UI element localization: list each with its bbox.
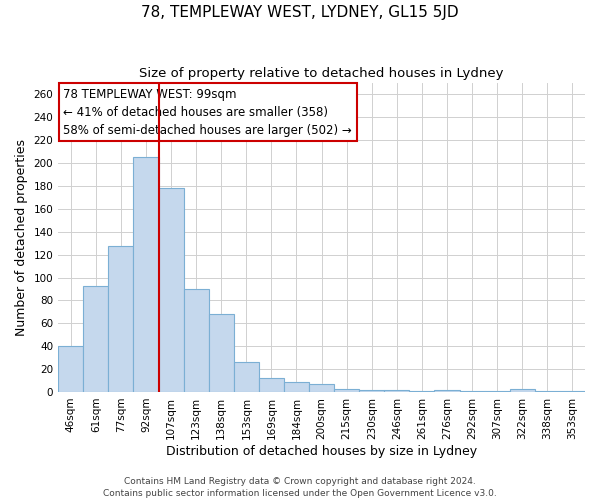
Text: Contains HM Land Registry data © Crown copyright and database right 2024.
Contai: Contains HM Land Registry data © Crown c… [103,476,497,498]
Bar [133,158,158,392]
Bar [158,188,184,392]
Bar [560,391,585,392]
Y-axis label: Number of detached properties: Number of detached properties [15,139,28,336]
Bar [83,286,109,392]
Bar [334,388,359,392]
Bar [259,378,284,392]
Text: 78, TEMPLEWAY WEST, LYDNEY, GL15 5JD: 78, TEMPLEWAY WEST, LYDNEY, GL15 5JD [141,5,459,20]
Text: 78 TEMPLEWAY WEST: 99sqm
← 41% of detached houses are smaller (358)
58% of semi-: 78 TEMPLEWAY WEST: 99sqm ← 41% of detach… [64,88,352,136]
Bar [535,391,560,392]
Bar [485,391,510,392]
Bar [460,391,485,392]
Bar [510,388,535,392]
Bar [309,384,334,392]
Bar [284,382,309,392]
Bar [184,289,209,392]
Bar [409,391,434,392]
X-axis label: Distribution of detached houses by size in Lydney: Distribution of detached houses by size … [166,444,477,458]
Bar [359,390,385,392]
Bar [434,390,460,392]
Bar [58,346,83,392]
Title: Size of property relative to detached houses in Lydney: Size of property relative to detached ho… [139,68,504,80]
Bar [209,314,234,392]
Bar [234,362,259,392]
Bar [109,246,133,392]
Bar [385,390,409,392]
